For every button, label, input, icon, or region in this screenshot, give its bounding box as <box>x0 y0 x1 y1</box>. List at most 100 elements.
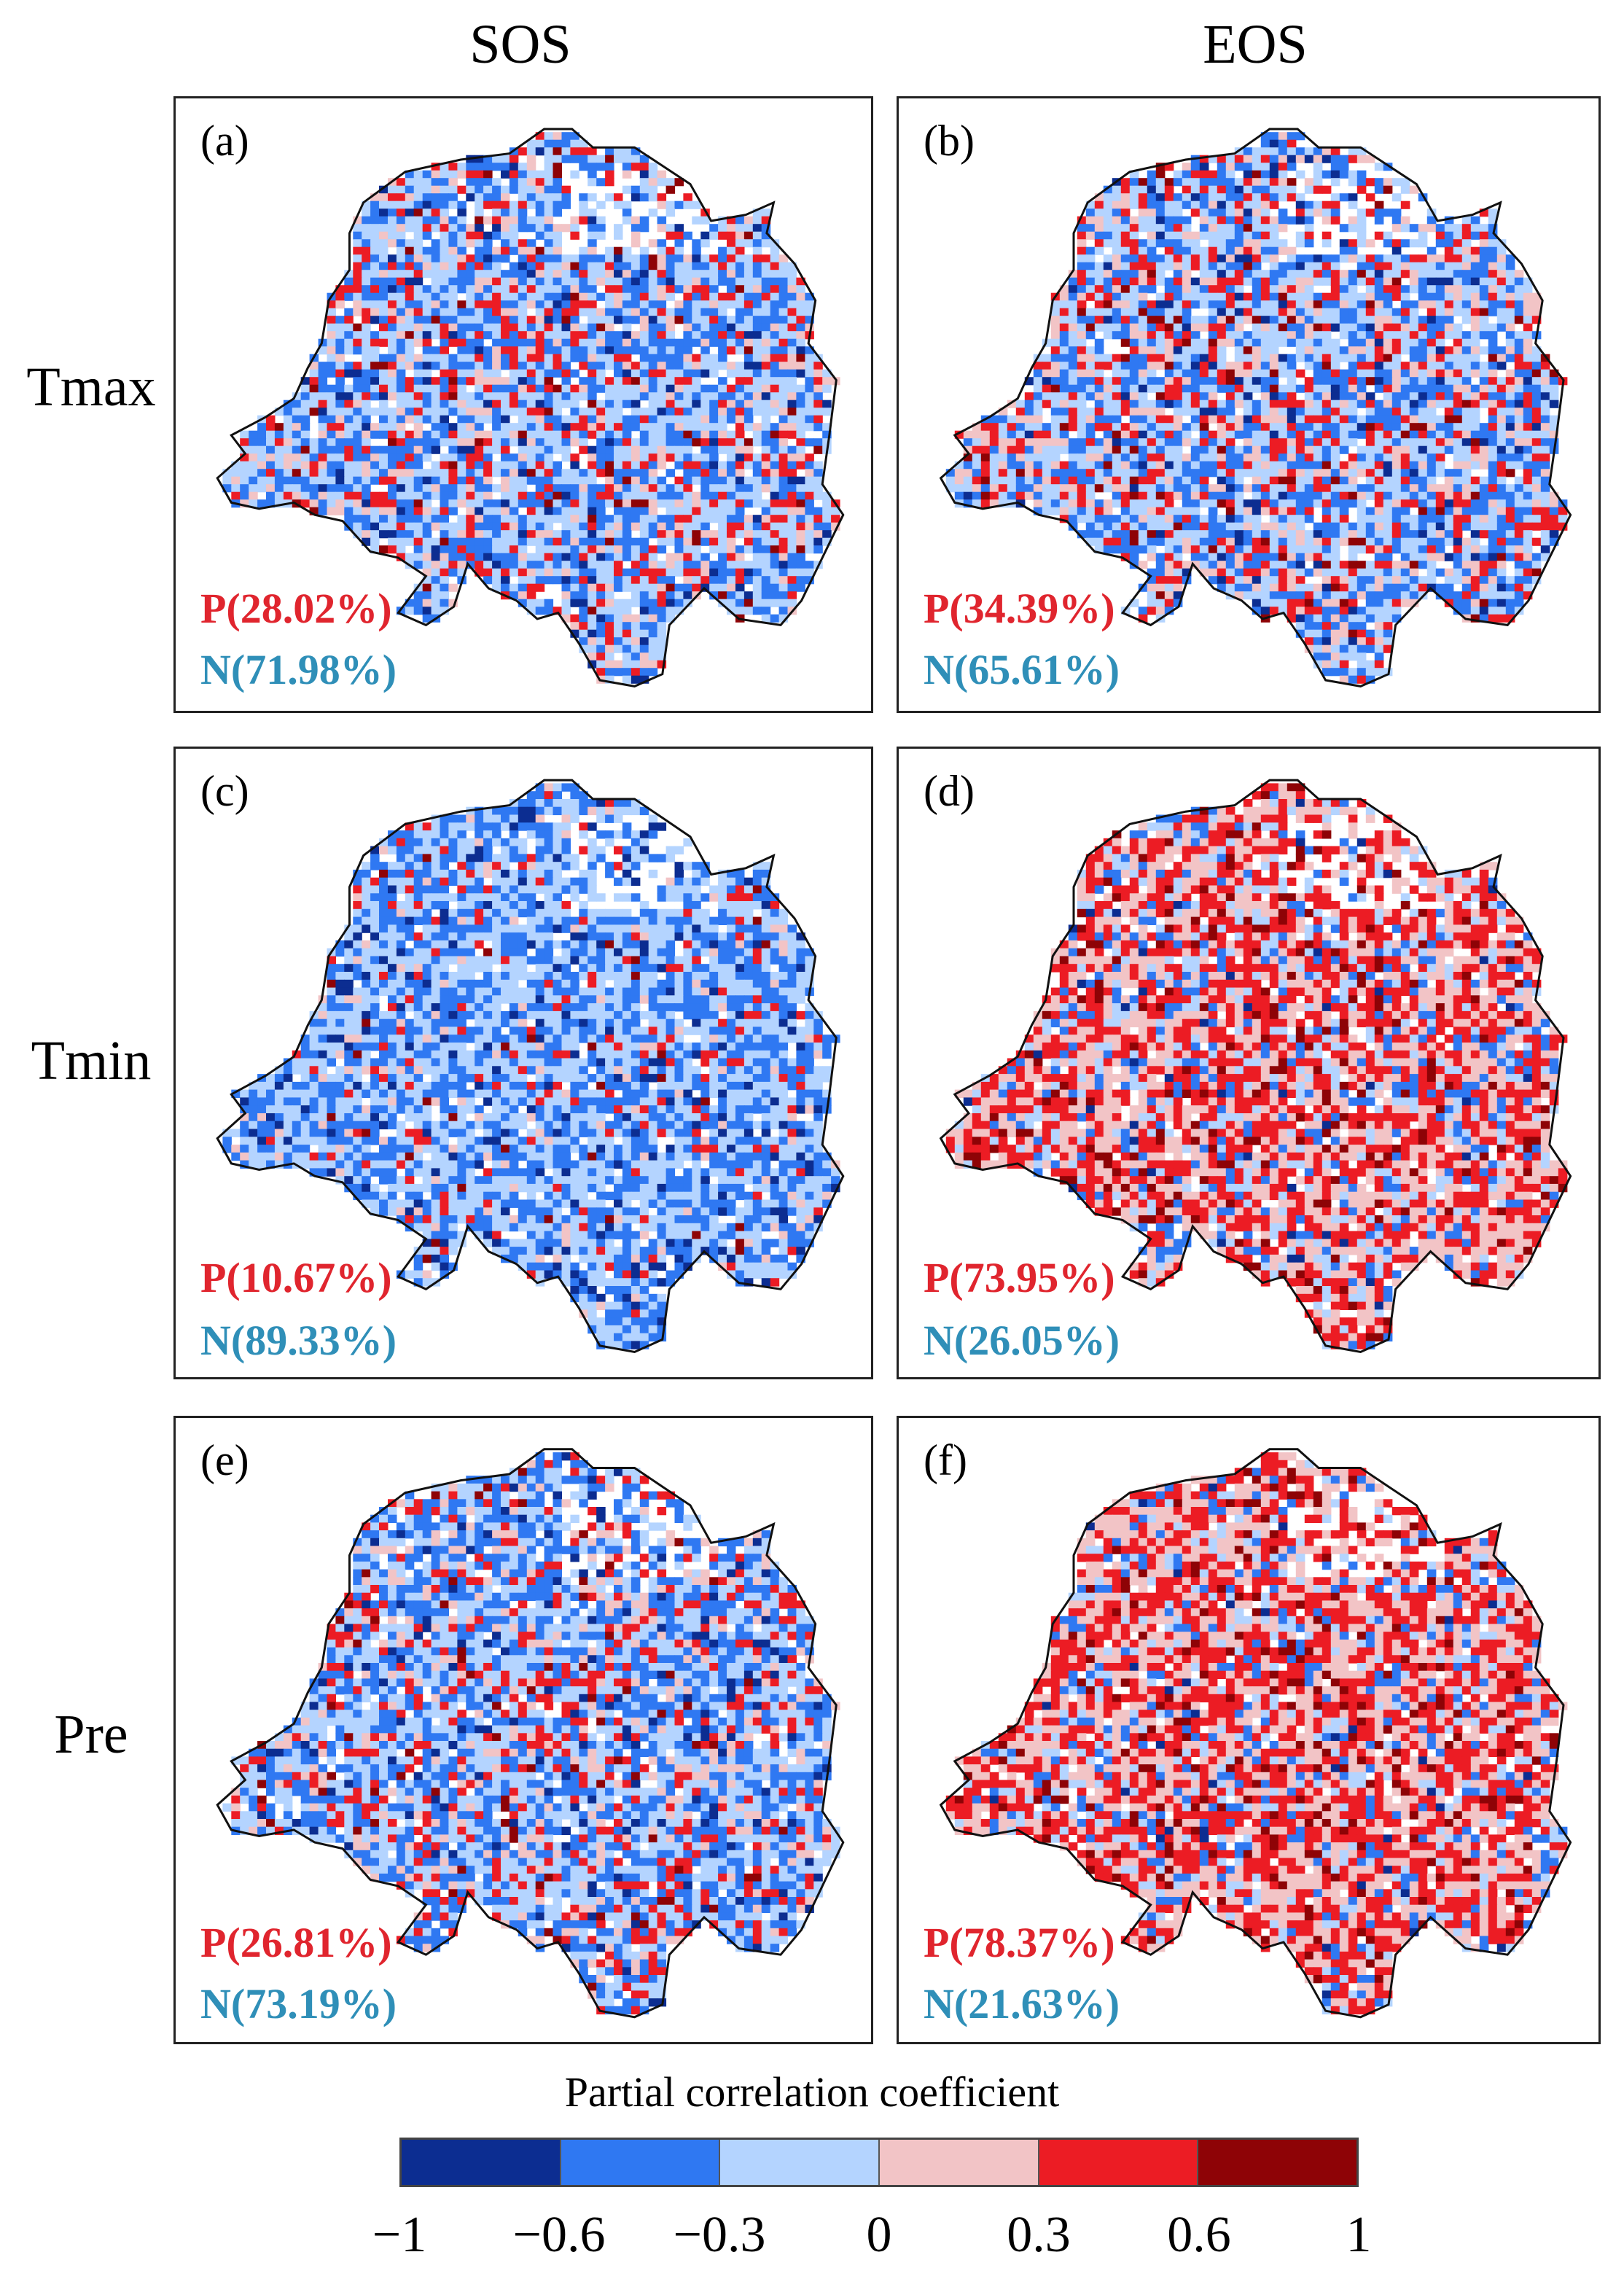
map-cell <box>1418 300 1428 309</box>
map-cell <box>1330 453 1340 462</box>
map-cell <box>535 285 545 294</box>
map-cell <box>735 254 745 263</box>
map-cell <box>639 331 649 340</box>
map-cell <box>1383 445 1393 454</box>
map-cell <box>787 285 797 294</box>
map-cell <box>318 400 328 408</box>
map-cell <box>1313 323 1323 332</box>
map-cell <box>1435 316 1445 324</box>
map-cell <box>1138 262 1148 270</box>
map-cell <box>448 216 458 225</box>
map-cell <box>1208 170 1218 179</box>
map-cell <box>1400 300 1410 309</box>
map-cell <box>1523 408 1533 416</box>
map-cell <box>639 461 649 470</box>
map-cell <box>422 308 432 316</box>
map-cell <box>327 308 336 316</box>
map-cell <box>770 453 780 462</box>
map-cell <box>422 607 432 615</box>
map-cell <box>422 384 432 393</box>
map-cell <box>1138 224 1148 233</box>
map-cell <box>535 469 545 478</box>
map-cell <box>475 346 484 355</box>
map-cell <box>1356 354 1367 362</box>
map-cell <box>735 491 745 500</box>
map-cell <box>1269 316 1279 324</box>
map-cell <box>1356 377 1367 386</box>
map-cell <box>440 583 449 592</box>
map-cell <box>327 423 336 432</box>
map-cell <box>648 491 658 500</box>
map-cell <box>605 346 614 355</box>
map-cell <box>370 262 380 270</box>
map-cell <box>396 530 406 539</box>
map-cell <box>614 285 623 294</box>
map-cell <box>370 308 380 316</box>
map-cell <box>1356 445 1367 454</box>
map-cell <box>1059 300 1069 309</box>
map-cell <box>752 423 762 432</box>
map-cell <box>1400 254 1410 263</box>
map-cell <box>605 553 614 561</box>
map-cell <box>1199 400 1209 408</box>
map-cell <box>1488 423 1498 432</box>
map-cell <box>1085 316 1096 324</box>
map-cell <box>1077 392 1087 401</box>
map-cell <box>813 415 823 424</box>
map-cell <box>1444 277 1454 286</box>
map-cell <box>665 415 676 424</box>
map-cell <box>1260 139 1270 148</box>
map-cell <box>735 277 745 286</box>
map-cell <box>1514 377 1524 386</box>
map-cell <box>1217 408 1227 416</box>
map-cell <box>422 231 432 240</box>
map-cell <box>231 461 241 470</box>
map-cell <box>362 515 371 523</box>
map-cell <box>457 239 466 248</box>
map-cell <box>1225 239 1235 248</box>
map-cell <box>1182 430 1192 439</box>
map-cell <box>1217 178 1227 187</box>
map-cell <box>1287 163 1297 171</box>
map-cell <box>396 193 406 202</box>
map-cell <box>1461 308 1472 316</box>
map-cell <box>587 392 597 401</box>
map-cell <box>1356 308 1367 316</box>
map-cell <box>518 561 528 569</box>
map-cell <box>1409 277 1419 286</box>
map-cell <box>1243 231 1253 240</box>
map-cell <box>787 323 797 332</box>
map-cell <box>362 331 371 340</box>
map-cell <box>1356 400 1367 408</box>
map-cell <box>240 491 249 500</box>
map-cell <box>1269 369 1279 378</box>
map-cell <box>1514 400 1524 408</box>
map-cell <box>388 499 397 508</box>
map-cell <box>1523 323 1533 332</box>
map-cell <box>1059 415 1069 424</box>
map-cell <box>1339 400 1349 408</box>
map-cell <box>639 614 649 623</box>
map-cell <box>1164 262 1174 270</box>
map-cell <box>1243 262 1253 270</box>
map-cell <box>631 576 641 585</box>
map-cell <box>1435 231 1445 240</box>
map-cell <box>1269 224 1279 233</box>
map-cell <box>1269 423 1279 432</box>
map-cell <box>579 377 588 386</box>
map-cell <box>1496 408 1507 416</box>
map-cell <box>544 354 554 362</box>
map-cell <box>300 438 311 447</box>
map-cell <box>1252 415 1262 424</box>
map-cell <box>1094 453 1104 462</box>
map-cell <box>631 262 641 270</box>
map-cell <box>405 438 415 447</box>
map-cell <box>1234 292 1244 301</box>
map-cell <box>1252 246 1262 255</box>
map-cell <box>709 369 719 378</box>
map-cell <box>657 392 667 401</box>
map-cell <box>1120 377 1131 386</box>
map-cell <box>631 583 641 592</box>
map-cell <box>579 430 588 439</box>
map-cell <box>553 400 562 408</box>
